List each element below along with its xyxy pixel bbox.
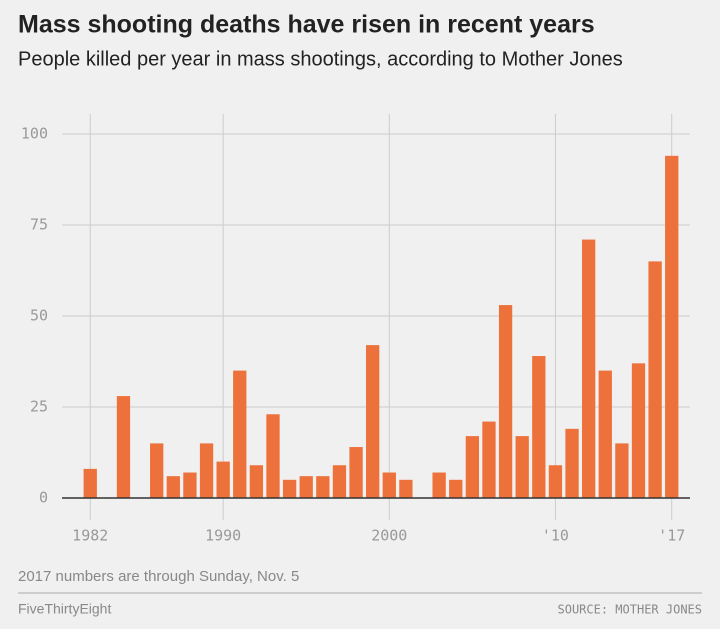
note: 2017 numbers are through Sunday, Nov. 5	[18, 568, 299, 585]
x-tick-label: 2000	[371, 527, 407, 545]
bar	[183, 472, 197, 498]
bar	[432, 472, 446, 498]
bar	[349, 447, 363, 498]
bar	[399, 479, 413, 498]
bar	[332, 465, 347, 498]
bar	[582, 239, 596, 498]
bar	[449, 479, 463, 498]
bar	[648, 261, 662, 498]
bar	[216, 461, 230, 498]
y-tick-label: 100	[21, 125, 48, 143]
bar	[565, 428, 579, 498]
chart-subtitle: People killed per year in mass shootings…	[18, 48, 623, 70]
bar	[532, 356, 546, 498]
bar	[366, 345, 380, 498]
bar	[249, 465, 264, 498]
bar	[150, 443, 164, 498]
y-tick-label: 25	[30, 398, 48, 416]
y-tick-label: 50	[30, 307, 48, 325]
bar	[316, 476, 330, 498]
bar	[299, 476, 313, 498]
bar	[548, 465, 563, 498]
bar	[515, 436, 529, 498]
x-tick-label: 1990	[205, 527, 241, 545]
bar	[631, 363, 646, 498]
x-tick-label: 1982	[72, 527, 108, 545]
bar	[598, 370, 612, 498]
x-tick-label: '17	[658, 527, 685, 545]
y-tick-label: 0	[39, 489, 48, 507]
bar	[266, 414, 280, 498]
bar	[116, 396, 131, 498]
bar	[166, 476, 180, 498]
footer: FiveThirtyEight	[18, 601, 111, 617]
bar	[615, 443, 629, 498]
bar	[498, 305, 513, 498]
bar	[199, 443, 214, 498]
bar	[482, 421, 496, 498]
bar	[282, 479, 297, 498]
bar	[465, 436, 480, 498]
bar	[233, 370, 247, 498]
source: SOURCE: MOTHER JONES	[558, 603, 703, 617]
bar	[665, 155, 679, 498]
bar	[382, 472, 396, 498]
bar	[83, 468, 97, 498]
y-tick-label: 75	[30, 216, 48, 234]
x-tick-label: '10	[542, 527, 569, 545]
chart-title: Mass shooting deaths have risen in recen…	[18, 11, 595, 39]
